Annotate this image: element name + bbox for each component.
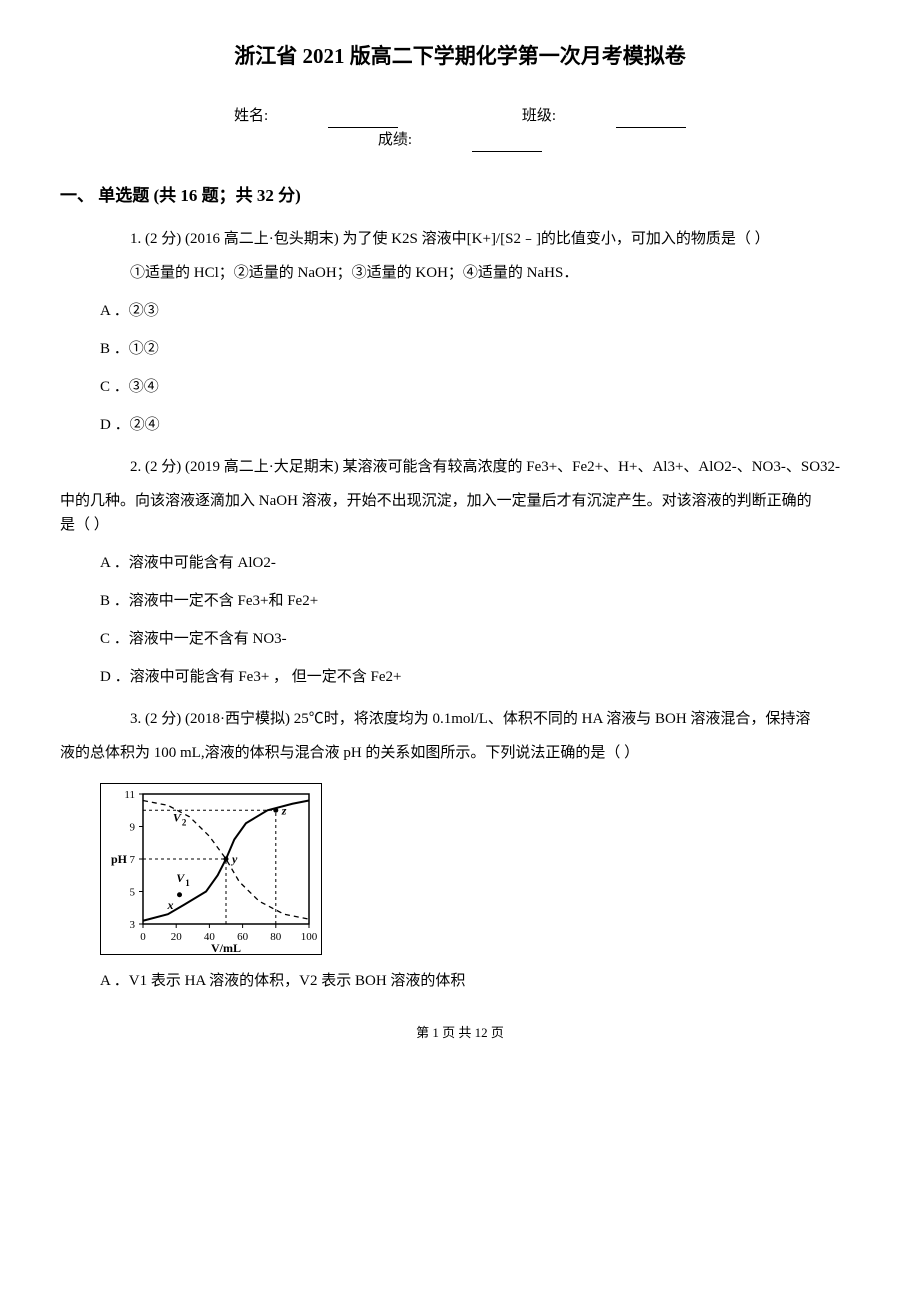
svg-text:V: V (176, 871, 185, 885)
score-label: 成绩: (378, 128, 412, 152)
svg-text:11: 11 (124, 789, 135, 801)
score-blank (472, 136, 542, 152)
svg-text:100: 100 (301, 931, 318, 943)
svg-text:V: V (173, 810, 182, 824)
svg-text:pH: pH (111, 852, 128, 866)
svg-text:7: 7 (130, 854, 136, 866)
score-field: 成绩: (348, 128, 572, 152)
question-3: 3. (2 分) (2018·西宁模拟) 25℃时，将浓度均为 0.1mol/L… (100, 707, 860, 731)
class-field: 班级: (492, 104, 716, 128)
q2-option-b: B ．溶液中一定不含 Fe3+和 Fe2+ (100, 589, 860, 613)
svg-text:3: 3 (130, 919, 136, 931)
q1-option-a: A ．②③ (100, 299, 860, 323)
class-blank (616, 112, 686, 128)
svg-text:x: x (167, 898, 174, 912)
q2-option-d: D ．溶液中可能含有 Fe3+ ， 但一定不含 Fe2+ (100, 665, 860, 689)
q1-line2-wrap: ①适量的 HCl；②适量的 NaOH；③适量的 KOH；④适量的 NaHS． (100, 261, 860, 285)
q3-chart: 020406080100357911V/mLpHxyzV1V2 (100, 783, 860, 955)
svg-text:20: 20 (171, 931, 183, 943)
q1-option-d: D ．②④ (100, 413, 860, 437)
page-footer: 第 1 页 共 12 页 (60, 1023, 860, 1044)
q2-option-c: C ．溶液中一定不含有 NO3- (100, 627, 860, 651)
svg-text:y: y (230, 852, 238, 866)
meta-row: 姓名: 班级: 成绩: (60, 104, 860, 152)
q1-option-c: C ．③④ (100, 375, 860, 399)
question-2: 2. (2 分) (2019 高二上·大足期末) 某溶液可能含有较高浓度的 Fe… (100, 455, 860, 479)
name-blank (328, 112, 398, 128)
svg-text:V/mL: V/mL (211, 941, 241, 955)
svg-text:2: 2 (182, 817, 187, 827)
name-label: 姓名: (234, 104, 268, 128)
q1-option-b: B ．①② (100, 337, 860, 361)
q2-line2: 中的几种。向该溶液逐滴加入 NaOH 溶液，开始不出现沉淀，加入一定量后才有沉淀… (60, 493, 812, 509)
page-title: 浙江省 2021 版高二下学期化学第一次月考模拟卷 (60, 40, 860, 74)
q1-line1: 1. (2 分) (2016 高二上·包头期末) 为了使 K2S 溶液中[K+]… (100, 227, 860, 251)
svg-text:80: 80 (270, 931, 282, 943)
q1-line2: ①适量的 HCl；②适量的 NaOH；③适量的 KOH；④适量的 NaHS． (100, 261, 860, 285)
svg-text:9: 9 (130, 821, 136, 833)
q3-line2: 液的总体积为 100 mL,溶液的体积与混合液 pH 的关系如图所示。下列说法正… (60, 745, 639, 761)
svg-text:0: 0 (140, 931, 146, 943)
q2-line3-wrap: 是（ ） (60, 513, 860, 537)
q2-line2-wrap: 中的几种。向该溶液逐滴加入 NaOH 溶液，开始不出现沉淀，加入一定量后才有沉淀… (60, 489, 860, 513)
svg-text:1: 1 (185, 878, 190, 888)
q3-line1: 3. (2 分) (2018·西宁模拟) 25℃时，将浓度均为 0.1mol/L… (100, 707, 860, 731)
q3-option-a: A ．V1 表示 HA 溶液的体积，V2 表示 BOH 溶液的体积 (100, 969, 860, 993)
q2-line3: 是（ ） (60, 517, 109, 533)
q2-option-a: A ．溶液中可能含有 AlO2- (100, 551, 860, 575)
class-label: 班级: (522, 104, 556, 128)
question-1: 1. (2 分) (2016 高二上·包头期末) 为了使 K2S 溶液中[K+]… (100, 227, 860, 251)
q3-line2-wrap: 液的总体积为 100 mL,溶液的体积与混合液 pH 的关系如图所示。下列说法正… (60, 741, 860, 765)
svg-text:5: 5 (130, 886, 136, 898)
svg-text:z: z (281, 803, 287, 817)
section-1-header: 一、 单选题 (共 16 题；共 32 分) (60, 182, 860, 209)
q2-line1: 2. (2 分) (2019 高二上·大足期末) 某溶液可能含有较高浓度的 Fe… (100, 455, 860, 479)
name-field: 姓名: (204, 104, 428, 128)
ph-volume-chart: 020406080100357911V/mLpHxyzV1V2 (100, 783, 322, 955)
